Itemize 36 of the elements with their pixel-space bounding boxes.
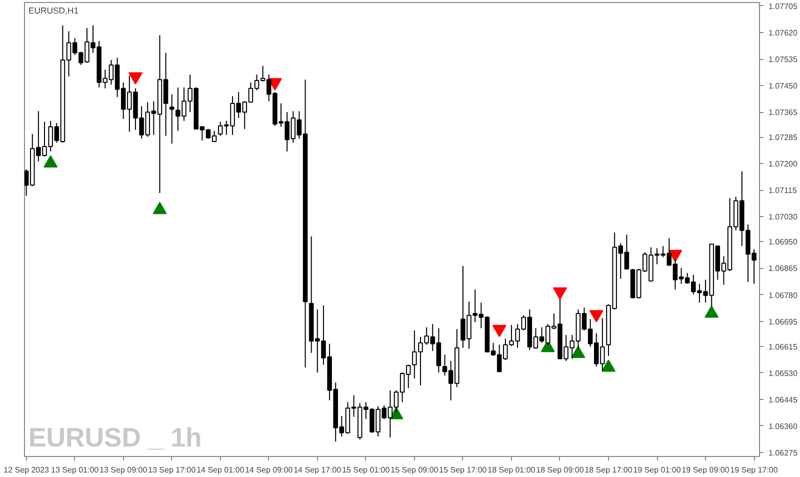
y-tick-label: 1.07285 — [768, 133, 798, 142]
y-tick-label: 1.06360 — [768, 422, 798, 431]
y-tick-label: 1.06950 — [768, 238, 798, 247]
y-tick-label: 1.06275 — [768, 448, 798, 458]
x-tick-label: 13 Sep 01:00 — [51, 466, 100, 474]
y-tick-label: 1.06615 — [768, 342, 798, 352]
x-tick-label: 12 Sep 2023 — [4, 466, 50, 474]
x-tick-label: 15 Sep 09:00 — [390, 466, 439, 474]
x-tick-label: 18 Sep 01:00 — [488, 466, 536, 474]
y-tick-label: 1.07115 — [768, 186, 798, 196]
y-tick-label: 1.07705 — [768, 2, 798, 11]
y-tick-label: 1.06530 — [768, 368, 798, 378]
x-tick-label: 18 Sep 17:00 — [584, 466, 633, 474]
x-tick-label: 13 Sep 09:00 — [100, 466, 148, 474]
y-tick-label: 1.07450 — [768, 82, 798, 91]
candlestick — [169, 94, 174, 144]
x-tick-label: 15 Sep 01:00 — [342, 466, 390, 474]
y-tick-label: 1.07030 — [768, 212, 798, 222]
x-tick-label: 14 Sep 01:00 — [196, 466, 245, 474]
x-tick-label: 14 Sep 09:00 — [245, 466, 294, 474]
y-tick-label: 1.07365 — [768, 108, 798, 118]
x-tick-label: 19 Sep 17:00 — [730, 466, 778, 474]
y-tick-label: 1.07535 — [768, 55, 798, 64]
x-tick-label: 18 Sep 09:00 — [536, 466, 584, 474]
y-tick-label: 1.07200 — [768, 160, 798, 169]
x-tick-label: 15 Sep 17:00 — [439, 466, 488, 474]
y-tick-label: 1.06865 — [768, 264, 798, 274]
y-tick-label: 1.07620 — [768, 28, 798, 38]
y-tick-label: 1.06780 — [768, 290, 798, 300]
x-tick-label: 14 Sep 17:00 — [294, 466, 342, 474]
x-tick-label: 19 Sep 09:00 — [682, 466, 730, 474]
y-tick-label: 1.06445 — [768, 395, 798, 404]
chart-title: EURUSD,H1 — [28, 6, 79, 16]
x-tick-label: 13 Sep 17:00 — [148, 466, 196, 474]
x-tick-label: 19 Sep 01:00 — [633, 466, 682, 474]
y-tick-label: 1.06695 — [768, 317, 798, 326]
